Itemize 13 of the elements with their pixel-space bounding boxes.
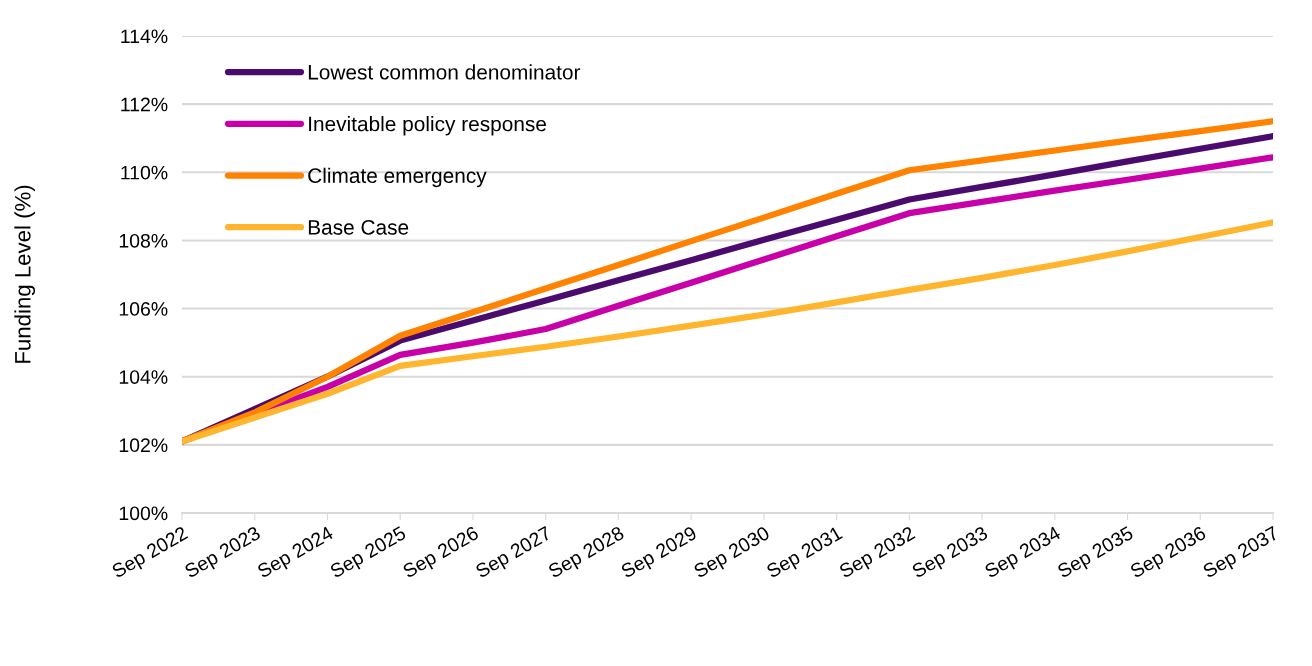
- y-tick-label: 104%: [119, 370, 168, 384]
- y-tick-label: 114%: [121, 29, 168, 44]
- y-tick-label: 108%: [119, 233, 168, 248]
- y-tick-label: 100%: [119, 506, 168, 521]
- legend-label: Base Case: [308, 219, 409, 235]
- y-axis-title: Funding Level (%): [14, 185, 36, 363]
- y-tick-label: 110%: [121, 165, 168, 180]
- y-tick-label: 112%: [121, 97, 168, 112]
- legend-label: Inevitable policy response: [309, 116, 546, 136]
- y-tick-label: 102%: [119, 438, 168, 453]
- legend-label: Lowest common denominator: [308, 64, 581, 80]
- legend-label: Climate emergency: [308, 167, 487, 188]
- y-tick-label: 106%: [119, 302, 168, 316]
